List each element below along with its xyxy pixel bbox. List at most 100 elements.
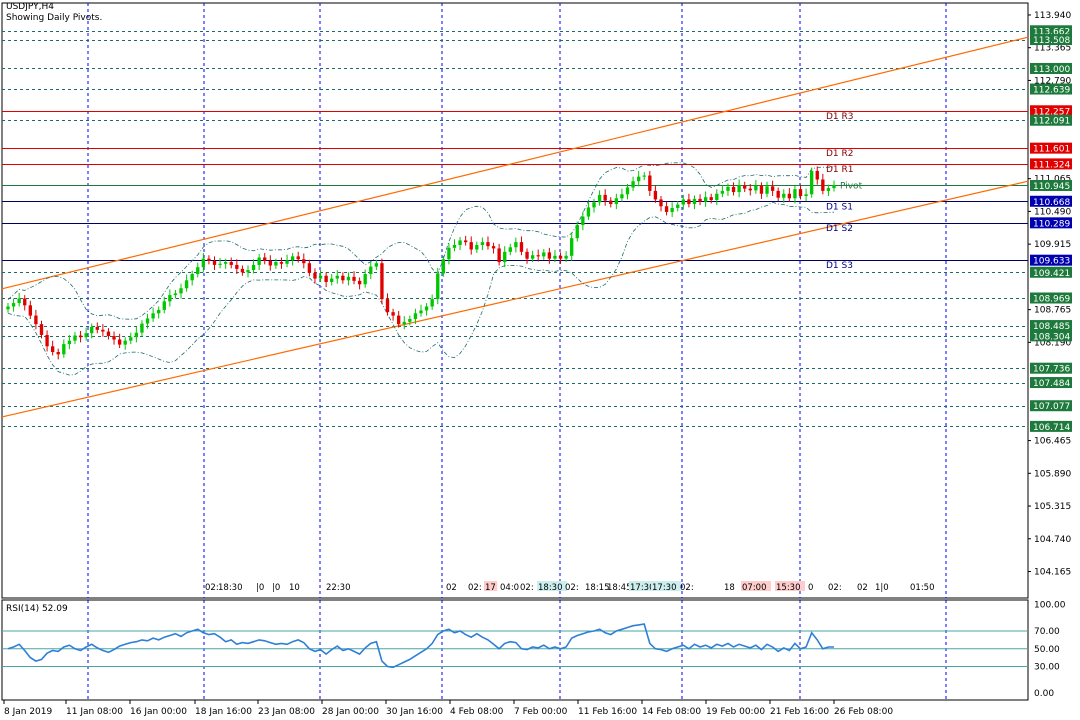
session-time-label: 18:30 — [218, 583, 243, 593]
session-time-label: 0 — [808, 583, 813, 593]
rsi-axis-label: 30.00 — [1034, 662, 1060, 672]
candle-bullish — [832, 185, 836, 189]
candle-bullish — [530, 255, 535, 259]
candle-bullish — [692, 198, 697, 204]
candle-bullish — [715, 193, 719, 201]
price-axis-label: 104.165 — [1034, 568, 1071, 578]
price-level-badge-text: 110.668 — [1033, 198, 1070, 208]
session-time-label: 02 — [857, 583, 868, 593]
price-level-badge-text: 111.601 — [1033, 145, 1070, 155]
lower-envelope-band — [7, 201, 835, 376]
candle-bullish — [413, 313, 418, 320]
candle-bearish — [798, 189, 803, 197]
time-axis-label: 7 Feb 00:00 — [514, 707, 568, 717]
price-level-badge — [1030, 320, 1072, 332]
time-axis-label: 21 Feb 16:00 — [770, 707, 829, 717]
candle-bullish — [145, 318, 150, 324]
candle-bearish — [743, 185, 747, 189]
session-time-label: 04:0 — [500, 583, 519, 593]
time-axis-label: 4 Feb 08:00 — [450, 707, 504, 717]
time-axis-label: 26 Feb 08:00 — [834, 707, 893, 717]
candle-bullish — [447, 247, 451, 260]
session-time-label: 18 — [724, 583, 735, 593]
candle-bullish — [436, 273, 440, 300]
time-axis-label: 11 Feb 16:00 — [578, 707, 637, 717]
rsi-title: RSI(14) 52.09 — [6, 604, 68, 614]
price-axis-label: 111.065 — [1034, 175, 1071, 185]
time-axis-label: 16 Jan 00:00 — [130, 707, 187, 717]
rsi-axis-label: 70.00 — [1034, 627, 1060, 637]
candle-bullish — [720, 190, 725, 194]
price-level-badge — [1030, 362, 1072, 374]
candle-bullish — [631, 181, 635, 188]
candle-bearish — [609, 200, 613, 204]
time-axis-label: 11 Jan 08:00 — [66, 707, 123, 717]
pivot-label: D1 S3 — [826, 261, 853, 271]
candle-bullish — [804, 194, 808, 197]
price-level-badge — [1030, 377, 1072, 389]
candle-bearish — [313, 272, 317, 279]
pivot-label: D1 R3 — [826, 112, 854, 122]
candle-bearish — [229, 262, 233, 265]
candle-bearish — [491, 246, 496, 249]
session-label-highlight — [537, 581, 567, 591]
price-level-badge-text: 109.633 — [1033, 257, 1070, 267]
time-axis-label: 30 Jan 16:00 — [386, 707, 443, 717]
candle-bullish — [290, 256, 295, 261]
price-level-badge — [1030, 105, 1072, 117]
price-level-badge-text: 110.945 — [1033, 182, 1070, 192]
candle-bearish — [770, 186, 775, 191]
candle-bearish — [687, 199, 691, 204]
price-level-badge-text: 113.000 — [1033, 65, 1070, 75]
pivot-label: D1 R1 — [826, 165, 854, 175]
candle-bullish — [402, 321, 406, 325]
candle-bearish — [341, 275, 345, 281]
price-level-badge-text: 112.091 — [1033, 117, 1070, 127]
candle-bullish — [190, 274, 194, 281]
candle-bullish — [620, 194, 624, 199]
candle-bullish — [503, 251, 507, 263]
candle-bullish — [737, 185, 741, 193]
candle-bullish — [369, 266, 373, 275]
candle-bullish — [703, 197, 708, 202]
candle-bearish — [324, 275, 328, 282]
candle-bullish — [246, 270, 250, 273]
session-time-label: 17:30 — [652, 583, 677, 593]
candle-bullish — [810, 170, 814, 195]
candle-bullish — [274, 262, 278, 266]
candle-bearish — [603, 194, 607, 201]
candle-bearish — [497, 248, 501, 263]
session-label-highlight — [629, 581, 659, 591]
session-time-label: 02 — [446, 583, 457, 593]
candle-bearish — [23, 298, 27, 306]
candle-bullish — [614, 198, 619, 204]
price-axis-label: 113.365 — [1034, 44, 1071, 54]
candle-bullish — [257, 257, 261, 265]
candle-bearish — [558, 255, 563, 259]
candle-bullish — [179, 288, 183, 294]
candle-bearish — [240, 268, 245, 273]
candle-bearish — [397, 315, 401, 325]
candle-bullish — [782, 193, 786, 198]
candle-bullish — [581, 216, 585, 226]
candle-bearish — [302, 259, 306, 264]
main-plot-frame — [1, 2, 1029, 599]
price-axis-label: 105.315 — [1034, 502, 1071, 512]
candle-bullish — [129, 337, 133, 341]
candle-bullish — [424, 306, 429, 311]
candle-bullish — [408, 319, 412, 322]
price-level-badge — [1030, 420, 1072, 432]
time-axis-label: 18 Jan 16:00 — [195, 707, 252, 717]
candle-bearish — [536, 255, 540, 257]
price-level-badge-text: 108.485 — [1033, 322, 1070, 332]
candle-bullish — [441, 259, 445, 274]
time-axis-label: 19 Feb 00:00 — [706, 707, 765, 717]
session-time-label: 18:15 — [585, 583, 610, 593]
candle-bullish — [374, 263, 379, 267]
price-axis-label: 106.465 — [1034, 437, 1071, 447]
candle-bullish — [452, 244, 457, 248]
candle-bullish — [90, 326, 94, 334]
candle-bullish — [542, 252, 546, 257]
